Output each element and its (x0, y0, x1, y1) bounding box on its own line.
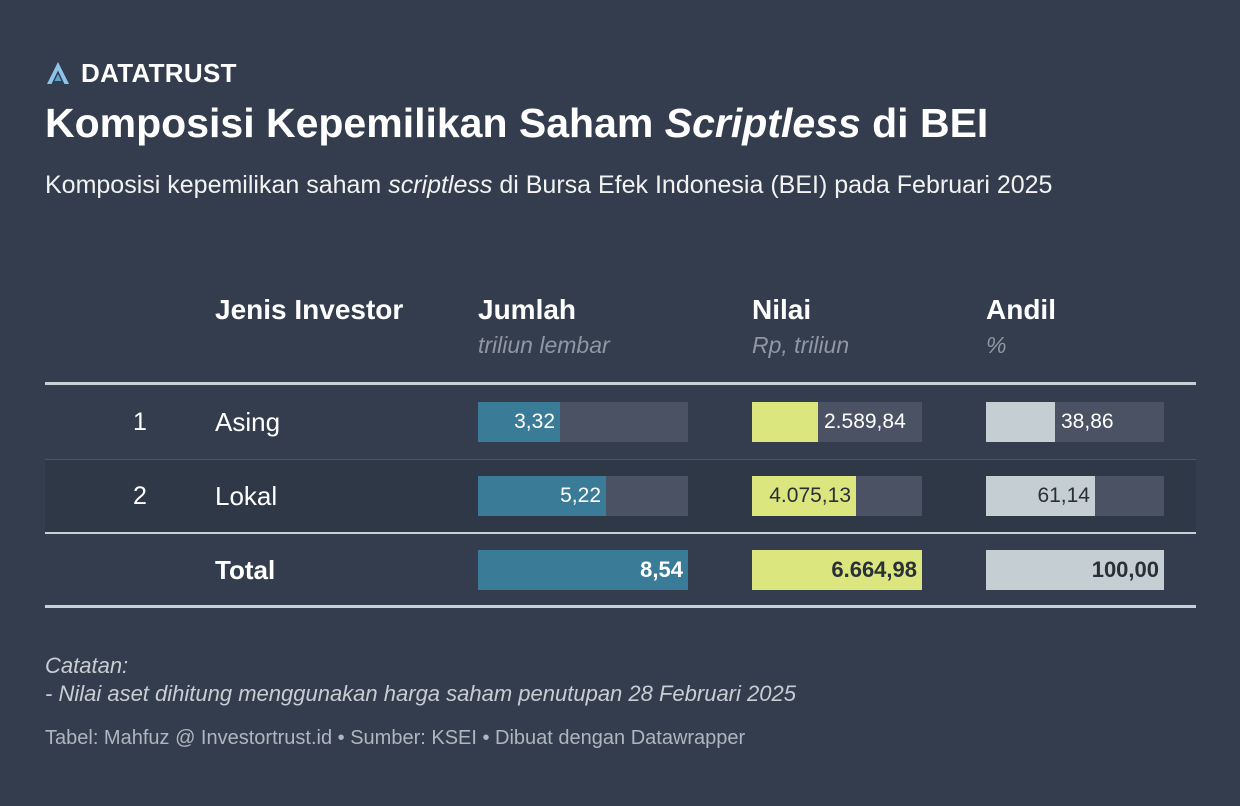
bottom-rule (45, 605, 1196, 608)
nilai-total-fill (752, 550, 922, 590)
header-jumlah-label: Jumlah (478, 294, 577, 325)
header-rule (45, 382, 1196, 385)
andil-bar: 61,14 (986, 476, 1164, 516)
nilai-value: 2.589,84 (824, 410, 906, 433)
header-jumlah-unit: triliun lembar (478, 332, 610, 358)
jumlah-bar-fill (478, 402, 560, 442)
jumlah-bar-fill (478, 476, 606, 516)
notes: Catatan: - Nilai aset dihitung menggunak… (45, 652, 796, 708)
footer-credits: Tabel: Mahfuz @ Investortrust.id • Sumbe… (45, 727, 746, 749)
brand-name: DATATRUST (81, 57, 237, 88)
row-index: 1 (133, 407, 147, 436)
header-jenis: Jenis Investor (215, 294, 403, 326)
jumlah-value: 3,32 (514, 410, 555, 433)
row-index: 2 (133, 481, 147, 510)
table-row: 1 Asing 3,32 2.589,84 38,86 (45, 386, 1196, 458)
chart-subtitle: Komposisi kepemilikan saham scriptless d… (45, 171, 1053, 199)
jumlah-bar: 5,22 (478, 476, 688, 516)
andil-bar-fill (986, 476, 1095, 516)
datatrust-logo-icon (47, 62, 69, 84)
nilai-bar-fill (752, 402, 818, 442)
jumlah-total-bar: 8,54 (478, 550, 688, 590)
nilai-bar: 2.589,84 (752, 402, 922, 442)
notes-line: - Nilai aset dihitung menggunakan harga … (45, 681, 796, 706)
notes-heading: Catatan: (45, 653, 129, 678)
andil-total-value: 100,00 (1091, 557, 1159, 582)
andil-value: 61,14 (1037, 484, 1090, 507)
header-nilai-unit: Rp, triliun (752, 332, 850, 358)
chart-title: Komposisi Kepemilikan Saham Scriptless d… (45, 100, 989, 146)
jumlah-total-fill (478, 550, 688, 590)
jumlah-bar: 3,32 (478, 402, 688, 442)
header-nilai: Nilai Rp, triliun (752, 294, 849, 359)
brand: DATATRUST (45, 58, 237, 88)
nilai-bar-fill (752, 476, 856, 516)
row-divider (45, 459, 1196, 460)
header-andil-label: Andil (986, 294, 1056, 325)
total-row: Total 8,54 6.664,98 100,00 (45, 534, 1196, 606)
nilai-total-bar: 6.664,98 (752, 550, 922, 590)
total-rule (45, 532, 1196, 534)
header-jenis-label: Jenis Investor (215, 294, 404, 325)
andil-total-bar: 100,00 (986, 550, 1164, 590)
jumlah-value: 5,22 (560, 484, 601, 507)
andil-bar: 38,86 (986, 402, 1164, 442)
header-nilai-label: Nilai (752, 294, 812, 325)
row-investor-type: Lokal (215, 480, 278, 511)
header-jumlah: Jumlah triliun lembar (478, 294, 610, 359)
andil-value: 38,86 (1061, 410, 1114, 433)
row-investor-type: Asing (215, 406, 281, 437)
nilai-value: 4.075,13 (769, 484, 851, 507)
header-andil: Andil % (986, 294, 1056, 359)
jumlah-total-value: 8,54 (640, 557, 683, 582)
nilai-total-value: 6.664,98 (831, 557, 917, 582)
header-andil-unit: % (986, 332, 1007, 358)
total-label: Total (215, 554, 276, 585)
andil-total-fill (986, 550, 1164, 590)
nilai-bar: 4.075,13 (752, 476, 922, 516)
table-row: 2 Lokal 5,22 4.075,13 61,14 (45, 460, 1196, 532)
andil-bar-fill (986, 402, 1055, 442)
